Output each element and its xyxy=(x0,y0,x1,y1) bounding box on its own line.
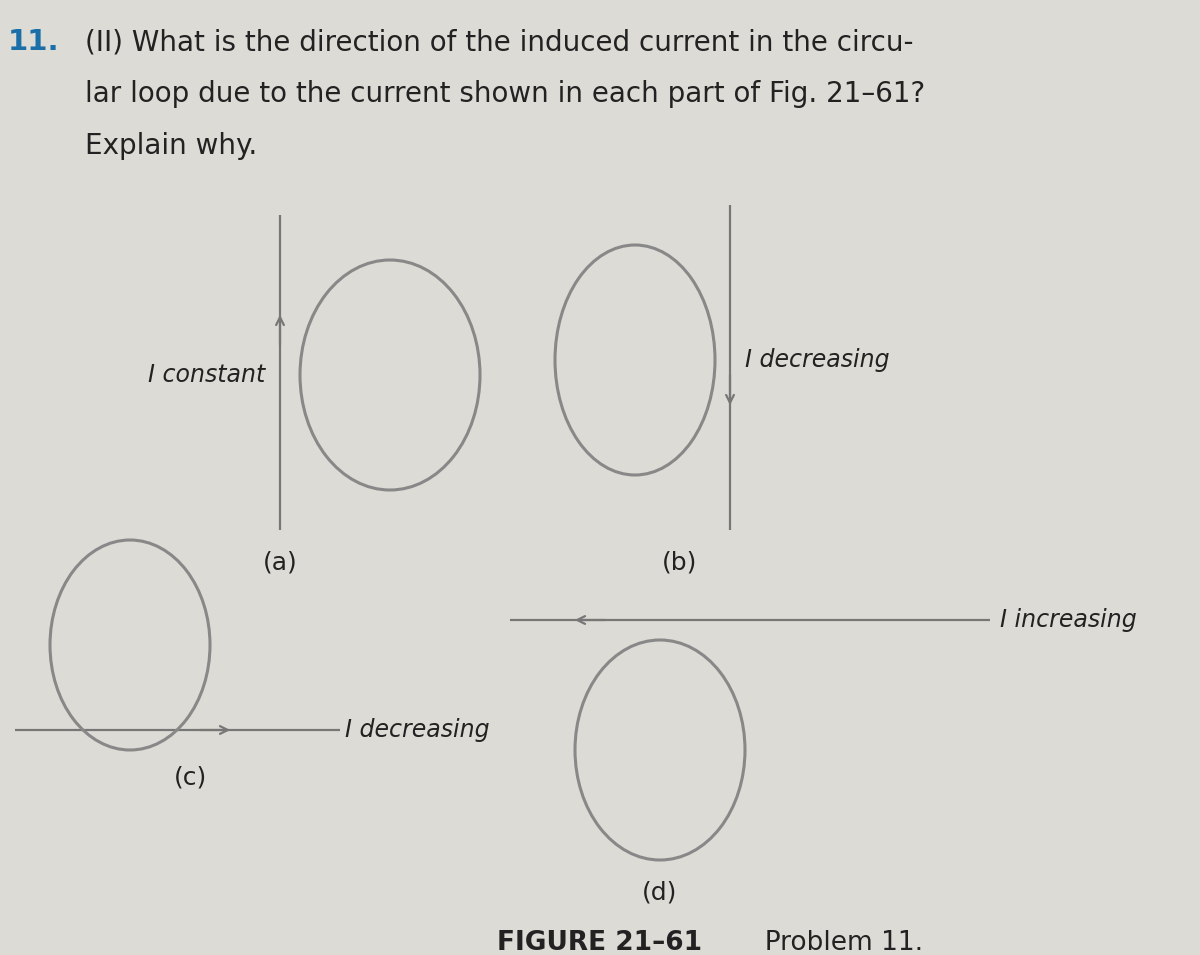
Text: FIGURE 21–61: FIGURE 21–61 xyxy=(498,930,702,955)
Text: I constant: I constant xyxy=(148,363,265,387)
Text: (d): (d) xyxy=(642,880,678,904)
Text: (c): (c) xyxy=(173,765,206,789)
Text: (b): (b) xyxy=(662,550,697,574)
Text: I decreasing: I decreasing xyxy=(346,718,490,742)
Text: (II) What is the direction of the induced current in the circu-: (II) What is the direction of the induce… xyxy=(85,28,913,56)
Text: lar loop due to the current shown in each part of Fig. 21–61?: lar loop due to the current shown in eac… xyxy=(85,80,925,108)
Text: Problem 11.: Problem 11. xyxy=(748,930,923,955)
Text: (a): (a) xyxy=(263,550,298,574)
Text: I increasing: I increasing xyxy=(1000,608,1136,632)
Text: 11.: 11. xyxy=(8,28,60,56)
Text: Explain why.: Explain why. xyxy=(85,132,257,160)
Text: I decreasing: I decreasing xyxy=(745,348,889,372)
